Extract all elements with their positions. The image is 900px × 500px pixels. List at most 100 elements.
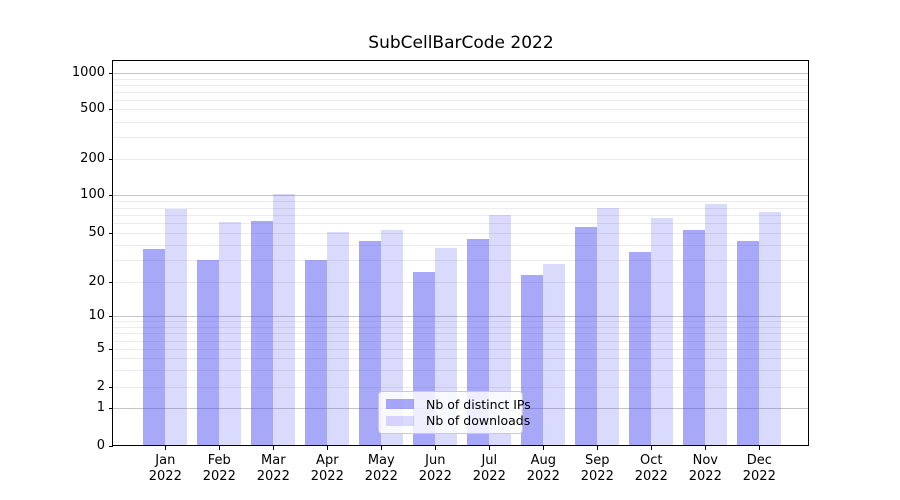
y-tick-label-20: 20 <box>88 274 105 289</box>
minor-gridline <box>113 201 809 203</box>
bar-distinct-ips-apr <box>305 260 328 446</box>
y-tick-mark <box>109 386 113 388</box>
minor-gridline <box>113 223 809 225</box>
x-tick-label-feb: Feb 2022 <box>202 453 236 484</box>
minor-gridline <box>113 326 809 328</box>
bar-distinct-ips-feb <box>197 260 220 446</box>
x-tick-mark <box>219 446 221 450</box>
bar-downloads-oct <box>651 218 674 446</box>
minor-gridline <box>113 370 809 372</box>
minor-gridline <box>113 358 809 360</box>
x-tick-label-mar: Mar 2022 <box>256 453 290 484</box>
bar-distinct-ips-oct <box>629 252 652 446</box>
minor-gridline <box>113 91 809 93</box>
bar-downloads-feb <box>219 221 242 446</box>
y-tick-mark <box>109 316 113 317</box>
chart-title: SubCellBarCode 2022 <box>368 33 554 53</box>
bar-distinct-ips-aug <box>521 274 544 446</box>
y-tick-label-200: 200 <box>80 151 105 167</box>
bar-downloads-sep <box>597 208 620 446</box>
x-tick-label-oct: Oct 2022 <box>634 453 668 484</box>
y-tick-mark <box>109 195 113 197</box>
bar-distinct-ips-may <box>359 241 382 446</box>
bar-downloads-jan <box>165 208 188 446</box>
x-tick-mark <box>597 446 599 450</box>
x-tick-mark <box>759 446 761 450</box>
x-tick-mark <box>543 446 545 450</box>
minor-gridline <box>113 84 809 86</box>
minor-gridline <box>113 137 809 139</box>
major-gridline <box>113 195 809 197</box>
minor-gridline <box>113 159 809 161</box>
bar-downloads-aug <box>543 264 566 446</box>
x-tick-label-dec: Dec 2022 <box>742 453 776 484</box>
major-gridline <box>113 316 809 317</box>
y-tick-label-1: 1 <box>96 400 105 415</box>
minor-gridline <box>113 340 809 342</box>
x-tick-label-jan: Jan 2022 <box>148 453 182 484</box>
y-tick-label-100: 100 <box>80 187 105 203</box>
y-tick-mark <box>109 109 113 111</box>
minor-gridline <box>113 245 809 247</box>
y-tick-mark <box>109 282 113 283</box>
x-tick-label-sep: Sep 2022 <box>580 453 614 484</box>
x-tick-label-apr: Apr 2022 <box>310 453 344 484</box>
minor-gridline <box>113 214 809 216</box>
minor-gridline <box>113 349 809 351</box>
x-tick-label-may: May 2022 <box>364 453 398 484</box>
y-tick-mark <box>109 73 113 75</box>
bar-distinct-ips-nov <box>683 230 706 446</box>
minor-gridline <box>113 78 809 80</box>
y-tick-label-10: 10 <box>88 308 105 323</box>
y-tick-label-1000: 1000 <box>71 65 105 81</box>
major-gridline <box>113 73 809 75</box>
x-tick-mark <box>273 446 275 450</box>
bar-distinct-ips-jan <box>143 249 166 446</box>
legend-entry-downloads: Nb of downloads <box>386 413 530 429</box>
legend-label-distinct-ips: Nb of distinct IPs <box>426 396 531 412</box>
bar-distinct-ips-mar <box>251 220 274 446</box>
minor-gridline <box>113 333 809 335</box>
x-tick-label-jun: Jun 2022 <box>418 453 452 484</box>
x-tick-label-jul: Jul 2022 <box>472 453 506 484</box>
legend: Nb of distinct IPs Nb of downloads <box>378 391 531 434</box>
minor-gridline <box>113 282 809 283</box>
bar-downloads-apr <box>327 232 350 446</box>
x-tick-mark <box>489 446 491 450</box>
x-tick-mark <box>435 446 437 450</box>
minor-gridline <box>113 233 809 235</box>
x-tick-mark <box>651 446 653 450</box>
x-tick-mark <box>165 446 167 450</box>
y-tick-mark <box>109 233 113 235</box>
legend-swatch-downloads <box>386 415 414 426</box>
legend-label-downloads: Nb of downloads <box>426 413 531 429</box>
bar-downloads-nov <box>705 204 728 446</box>
minor-gridline <box>113 207 809 209</box>
y-tick-label-2: 2 <box>96 378 105 394</box>
y-tick-mark <box>109 408 113 409</box>
x-tick-label-nov: Nov 2022 <box>688 453 722 484</box>
bar-downloads-jul <box>489 214 512 446</box>
y-tick-mark <box>109 159 113 161</box>
y-tick-mark <box>109 349 113 351</box>
y-tick-label-500: 500 <box>80 101 105 117</box>
y-tick-label-50: 50 <box>88 225 105 241</box>
bar-downloads-mar <box>273 194 296 446</box>
x-tick-label-aug: Aug 2022 <box>526 453 560 484</box>
minor-gridline <box>113 121 809 123</box>
y-tick-label-0: 0 <box>96 438 105 453</box>
minor-gridline <box>113 99 809 101</box>
legend-swatch-distinct-ips <box>386 399 414 410</box>
bar-distinct-ips-dec <box>737 241 760 446</box>
y-tick-label-5: 5 <box>96 341 105 357</box>
plot-area: Nb of distinct IPs Nb of downloads <box>113 61 809 446</box>
bar-downloads-dec <box>759 211 782 446</box>
minor-gridline <box>113 386 809 388</box>
bar-distinct-ips-sep <box>575 227 598 446</box>
y-tick-mark <box>109 446 113 447</box>
x-tick-mark <box>327 446 329 450</box>
x-tick-mark <box>705 446 707 450</box>
minor-gridline <box>113 109 809 111</box>
x-tick-mark <box>381 446 383 450</box>
